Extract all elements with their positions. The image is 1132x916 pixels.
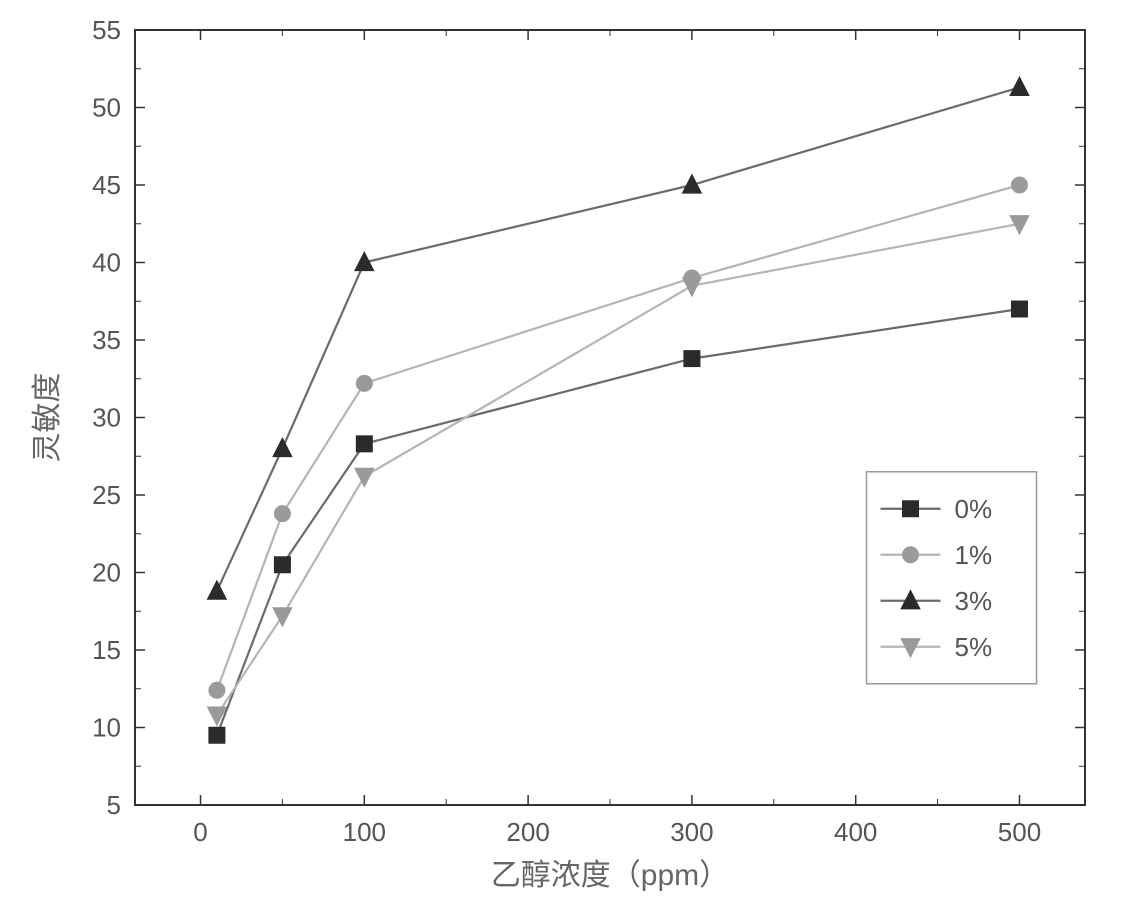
legend-label: 0%	[955, 494, 993, 524]
legend: 0% 1% 3% 5%	[867, 472, 1037, 684]
y-tick-label: 55	[92, 15, 121, 45]
x-tick-label: 300	[670, 817, 713, 847]
y-tick-label: 45	[92, 170, 121, 200]
y-tick-label: 35	[92, 325, 121, 355]
x-tick-label: 100	[343, 817, 386, 847]
legend-label: 3%	[955, 586, 993, 616]
y-axis-label: 灵敏度	[31, 373, 64, 463]
legend-label: 5%	[955, 632, 993, 662]
y-tick-label: 40	[92, 248, 121, 278]
y-tick-label: 15	[92, 635, 121, 665]
legend-label: 1%	[955, 540, 993, 570]
x-tick-label: 400	[834, 817, 877, 847]
y-tick-label: 50	[92, 93, 121, 123]
y-tick-label: 5	[107, 790, 121, 820]
y-tick-label: 25	[92, 480, 121, 510]
x-tick-label: 500	[998, 817, 1041, 847]
x-tick-label: 0	[193, 817, 207, 847]
y-tick-label: 10	[92, 713, 121, 743]
chart-container: 0 100 200 300 400 500 5 10 15 20 25 30 35 40 45 50 55 乙醇浓…	[0, 0, 1132, 916]
x-tick-label: 200	[506, 817, 549, 847]
x-axis-label: 乙醇浓度（ppm）	[491, 859, 729, 892]
chart-svg: 0 100 200 300 400 500 5 10 15 20 25 30 35 40 45 50 55 乙醇浓…	[0, 0, 1132, 916]
y-tick-label: 20	[92, 558, 121, 588]
y-tick-label: 30	[92, 403, 121, 433]
